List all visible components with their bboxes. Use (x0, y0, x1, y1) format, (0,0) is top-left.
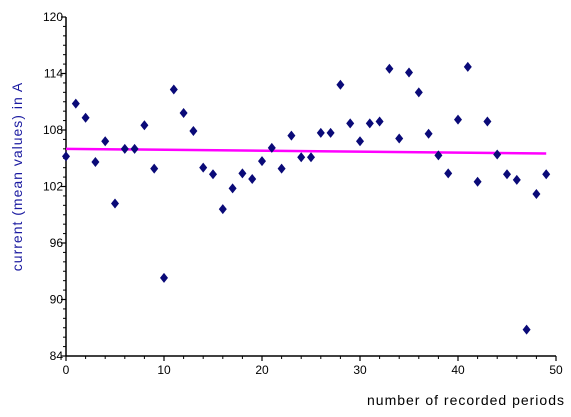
y-tick-label: 96 (50, 236, 64, 250)
data-point (111, 198, 119, 209)
data-point (101, 136, 110, 147)
data-point (120, 143, 129, 154)
data-point (512, 174, 521, 185)
data-point (218, 204, 227, 215)
data-point (209, 169, 217, 180)
data-point (130, 143, 139, 154)
data-point (365, 118, 374, 129)
x-tick-label: 10 (157, 363, 171, 377)
x-tick-label: 50 (549, 363, 563, 377)
data-point (434, 150, 443, 161)
data-point (307, 152, 315, 163)
data-point (287, 130, 296, 141)
y-tick-label: 102 (43, 180, 63, 194)
data-point (444, 168, 453, 179)
data-point (483, 116, 492, 127)
data-point (326, 127, 335, 138)
data-point (493, 149, 502, 160)
trend-line (65, 147, 547, 155)
data-point (532, 189, 541, 200)
x-tick-label: 20 (255, 363, 269, 377)
data-point (297, 152, 306, 163)
x-ticks: 0 10 20 30 40 50 (63, 356, 563, 377)
data-point (199, 162, 208, 173)
y-tick-label: 84 (50, 349, 64, 363)
data-point (179, 108, 188, 119)
data-point (424, 128, 433, 139)
y-tick-label: 120 (43, 10, 63, 24)
data-point (91, 157, 100, 168)
data-point (522, 324, 531, 335)
data-point (248, 173, 257, 184)
data-point (258, 156, 266, 167)
data-point (277, 163, 286, 174)
data-point (71, 98, 80, 109)
x-tick-label: 0 (63, 363, 70, 377)
data-point (316, 127, 325, 138)
y-tick-label: 90 (50, 293, 64, 307)
data-point (150, 163, 159, 174)
data-point (385, 63, 394, 74)
data-point (375, 116, 384, 127)
y-axis-label: current (mean values) in A (9, 82, 25, 271)
data-point (405, 67, 413, 78)
data-point (473, 176, 482, 187)
data-point (346, 118, 355, 129)
data-point (463, 61, 472, 72)
data-point (62, 151, 70, 162)
data-point (81, 112, 90, 123)
data-point (169, 84, 178, 95)
data-point (542, 169, 551, 180)
y-tick-label: 108 (43, 123, 63, 137)
data-point (267, 142, 276, 153)
x-axis-label: number of recorded periods (367, 392, 565, 408)
data-point (454, 114, 462, 125)
data-point (414, 87, 423, 98)
x-tick-label: 30 (353, 363, 367, 377)
data-point (238, 168, 247, 179)
data-point (228, 183, 237, 194)
y-ticks: 84 90 96 102 108 114 120 (43, 10, 66, 363)
data-point (189, 125, 198, 136)
data-point (140, 120, 149, 131)
axes (65, 17, 556, 357)
data-point (503, 169, 511, 180)
y-tick-label: 114 (44, 67, 63, 81)
data-point (160, 272, 168, 283)
data-point (336, 79, 345, 90)
trend-line-path (65, 147, 547, 155)
data-points (62, 61, 551, 335)
data-point (395, 133, 404, 144)
data-point (356, 136, 364, 147)
x-tick-label: 40 (451, 363, 465, 377)
